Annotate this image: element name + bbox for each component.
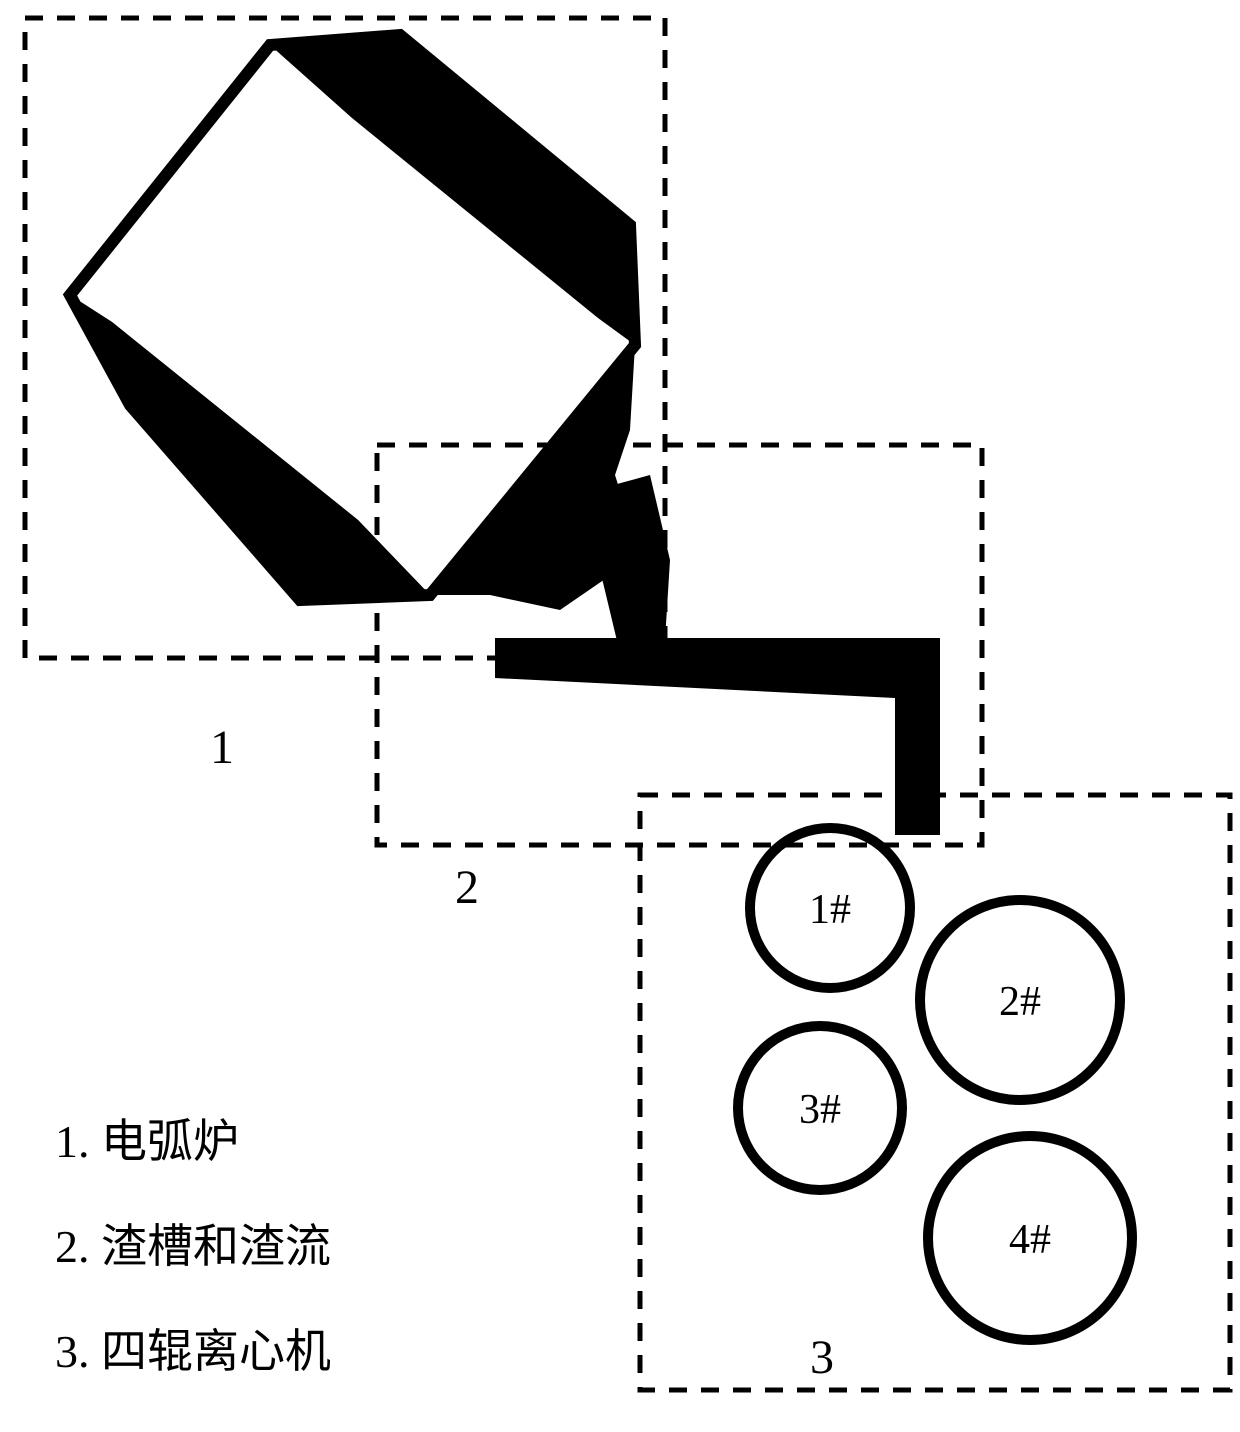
region-label-1: 1: [210, 720, 234, 775]
roller-label-3: 3#: [790, 1086, 850, 1134]
legend-item-2: 2. 渣槽和渣流: [55, 1210, 331, 1276]
trough-icon: [430, 638, 945, 835]
process-diagram: 1 2 3 1# 2# 3# 4# 1. 电弧炉 2. 渣槽和渣流 3. 四辊离…: [0, 0, 1240, 1432]
region-label-3: 3: [810, 1330, 834, 1385]
roller-label-1: 1#: [800, 886, 860, 934]
legend-item-3: 3. 四辊离心机: [55, 1315, 331, 1381]
region-label-2: 2: [455, 860, 479, 915]
roller-label-4: 4#: [1000, 1216, 1060, 1264]
legend-item-1: 1. 电弧炉: [55, 1105, 239, 1171]
centrifuge-region-box: [640, 795, 1230, 1390]
furnace-icon: [70, 35, 670, 645]
roller-label-2: 2#: [990, 978, 1050, 1026]
